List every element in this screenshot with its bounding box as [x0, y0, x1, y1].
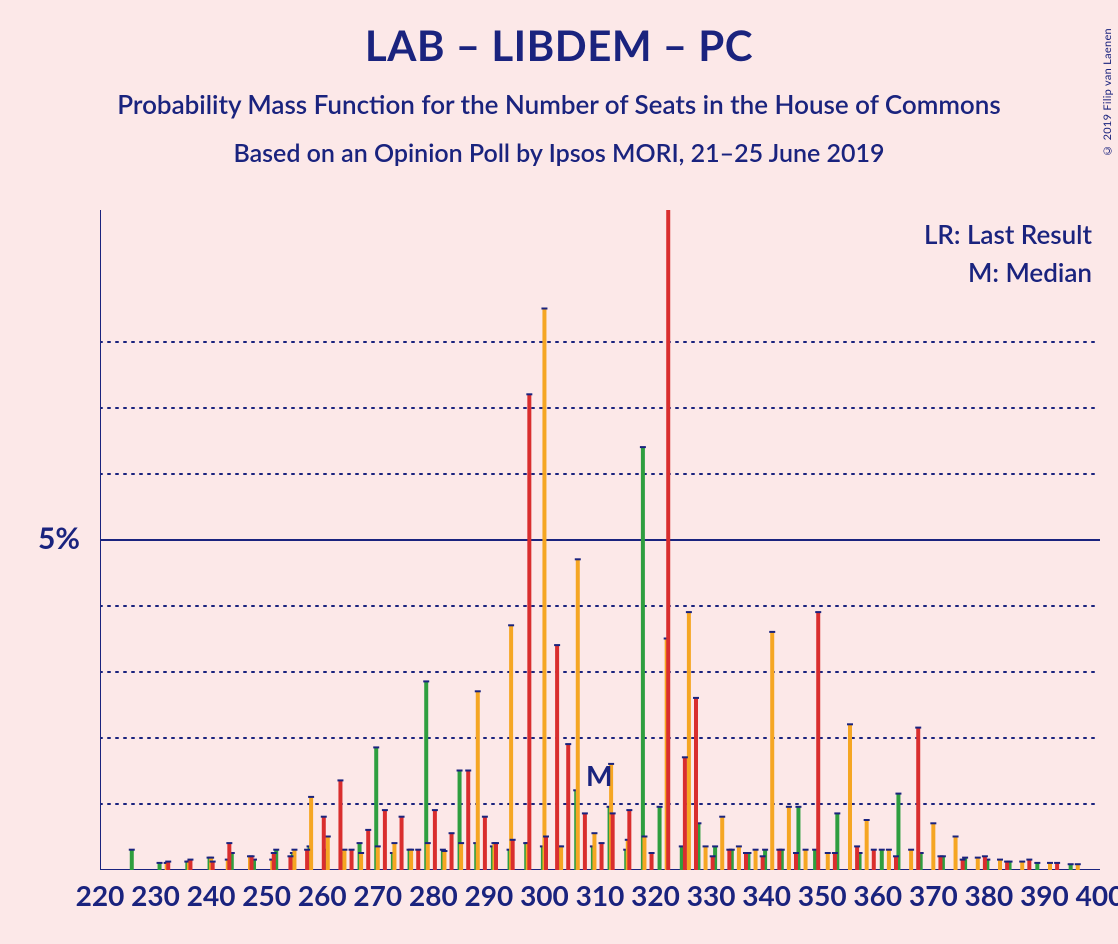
- x-tick-label: 220: [76, 878, 125, 912]
- chart-title: LAB – LIBDEM – PC: [0, 20, 1118, 70]
- chart-subtitle-1: Probability Mass Function for the Number…: [0, 88, 1118, 120]
- x-axis-labels: 2202302402502602702802903003103203303403…: [0, 878, 1118, 918]
- x-tick-label: 240: [187, 878, 236, 912]
- x-tick-label: 300: [520, 878, 569, 912]
- x-tick-label: 400: [1076, 878, 1118, 912]
- chart-subtitle-2: Based on an Opinion Poll by Ipsos MORI, …: [0, 138, 1118, 168]
- x-tick-label: 270: [353, 878, 402, 912]
- x-tick-label: 260: [298, 878, 347, 912]
- x-tick-label: 380: [965, 878, 1014, 912]
- x-tick-label: 250: [242, 878, 291, 912]
- copyright-text: © 2019 Filip van Laenen: [1101, 28, 1114, 157]
- x-tick-label: 330: [687, 878, 736, 912]
- median-marker-label: M: [586, 758, 612, 792]
- x-tick-label: 310: [576, 878, 625, 912]
- x-tick-label: 390: [1020, 878, 1069, 912]
- x-tick-label: 320: [631, 878, 680, 912]
- x-tick-label: 340: [742, 878, 791, 912]
- x-tick-label: 370: [909, 878, 958, 912]
- x-tick-label: 360: [853, 878, 902, 912]
- x-tick-label: 230: [131, 878, 180, 912]
- x-tick-label: 290: [465, 878, 514, 912]
- x-tick-label: 350: [798, 878, 847, 912]
- x-tick-label: 280: [409, 878, 458, 912]
- y-axis-label: 5%: [38, 520, 80, 556]
